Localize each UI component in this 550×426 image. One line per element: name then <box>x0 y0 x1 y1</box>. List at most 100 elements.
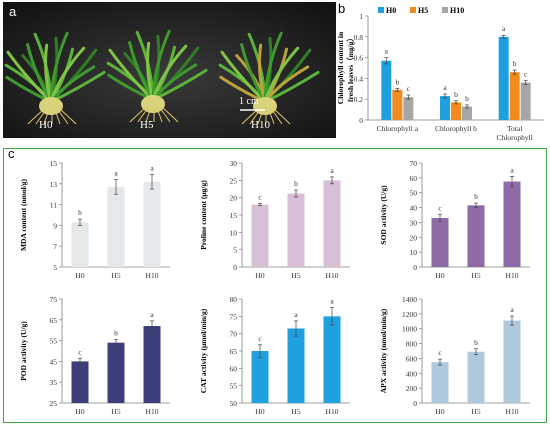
y-tick-label: 15 <box>230 211 238 220</box>
chart-sod: 0 10 20 30 40 50 60 70 SOD activity (U/g) c H0 b H5 a… <box>379 159 530 280</box>
root <box>145 107 152 123</box>
significance-letter: a <box>510 305 514 314</box>
legend-label: H10 <box>450 6 464 15</box>
y-tick-label: 70 <box>230 330 238 339</box>
root <box>137 107 149 123</box>
bar <box>431 362 449 403</box>
significance-letter: a <box>330 297 334 306</box>
scale-bar-label: 1 cm <box>239 96 259 107</box>
y-tick-label: 400 <box>406 369 418 378</box>
y-tick-label: 5 <box>53 263 57 272</box>
x-tick-label: H0 <box>435 271 444 280</box>
bar <box>107 342 125 403</box>
bar <box>71 361 89 403</box>
significance-letter: a <box>443 83 447 92</box>
y-tick-label: 75 <box>50 295 58 304</box>
y-axis-label: SOD activity (U/g) <box>379 185 388 245</box>
y-tick-label: 15 <box>50 159 58 168</box>
significance-letter: c <box>524 69 528 78</box>
root <box>271 109 283 125</box>
significance-letter: a <box>114 169 118 178</box>
y-tick-label: 25 <box>50 399 58 408</box>
bar <box>451 102 461 120</box>
significance-letter: b <box>474 338 478 347</box>
y-tick-label: 200 <box>406 384 418 393</box>
panel-label-a: a <box>9 4 17 19</box>
y-axis-label: CAT activity (μmol/min/g) <box>199 308 208 393</box>
chart-pod: 25 35 45 55 65 75 POD activity (U/g) c H0 b H5 a H10 <box>19 295 170 416</box>
legend-label: H0 <box>386 6 396 15</box>
chart-mda: 5 7 9 11 13 15 MDA content (nmol/g) b H0 a H5 a H10 <box>19 159 170 280</box>
root <box>60 109 77 125</box>
significance-letter: a <box>294 310 298 319</box>
bar <box>462 106 472 120</box>
root <box>159 107 171 123</box>
bar <box>498 36 509 120</box>
y-tick-label: 0.2 <box>354 95 364 104</box>
bar <box>503 320 521 403</box>
significance-letter: b <box>294 179 298 188</box>
root <box>257 109 264 125</box>
significance-letter: b <box>474 192 478 201</box>
x-tick-label: H10 <box>146 407 159 416</box>
photo-label-h10: H10 <box>251 119 270 131</box>
panel-label-b: b <box>338 1 346 16</box>
bar <box>251 204 269 267</box>
bar <box>71 222 89 267</box>
x-tick-label: H5 <box>471 271 480 280</box>
y-tick-label: 70 <box>410 159 418 168</box>
significance-letter: a <box>385 47 389 56</box>
y-tick-label: 55 <box>50 337 58 346</box>
y-tick-label: 0.8 <box>354 33 364 42</box>
x-tick-label: Chlorophyll a <box>377 124 419 133</box>
bar <box>251 351 269 403</box>
plant-photo-drawing <box>3 2 336 138</box>
chart-b-container: b 0 0.2 0.4 0.6 0.8 1 Chlorophyll content infr… <box>336 1 550 148</box>
y-tick-label: 5 <box>233 246 237 255</box>
y-axis-label: MDA content (nmol/g) <box>19 178 28 251</box>
y-tick-label: 0 <box>233 263 237 272</box>
x-tick-label: H5 <box>471 407 480 416</box>
root <box>43 109 50 125</box>
x-tick-label: H0 <box>255 271 264 280</box>
y-tick-label: 50 <box>230 399 238 408</box>
root <box>268 109 275 125</box>
root-base <box>141 95 165 113</box>
chart-b: 0 0.2 0.4 0.6 0.8 1 Chlorophyll content infres… <box>336 6 544 142</box>
significance-letter: c <box>438 203 442 212</box>
bar <box>440 96 450 120</box>
significance-letter: b <box>395 77 399 86</box>
x-tick-label: H0 <box>435 407 444 416</box>
leaf <box>151 29 171 102</box>
bar <box>323 316 341 403</box>
y-tick-label: 35 <box>50 378 58 387</box>
y-tick-label: 30 <box>410 218 418 227</box>
legend-swatch <box>410 7 416 13</box>
bar <box>503 181 521 267</box>
x-tick-label: H0 <box>255 407 264 416</box>
x-tick-label: H10 <box>326 271 339 280</box>
x-tick-label: Total Chlorophyll <box>497 124 533 142</box>
root <box>274 109 291 125</box>
legend-swatch <box>442 7 448 13</box>
legend-label: H5 <box>418 6 428 15</box>
y-tick-label: 1 <box>359 12 363 21</box>
root <box>129 107 146 123</box>
significance-letter: a <box>330 166 334 175</box>
bar <box>467 205 485 267</box>
panel-label-c: c <box>8 146 15 161</box>
y-tick-label: 10 <box>410 248 418 257</box>
bar <box>143 326 161 403</box>
bar <box>392 89 403 120</box>
significance-letter: b <box>465 94 469 103</box>
y-tick-label: 0 <box>413 263 417 272</box>
y-tick-label: 0.6 <box>354 54 364 63</box>
bar <box>403 97 414 120</box>
leaf <box>220 50 267 104</box>
x-tick-label: H5 <box>291 271 300 280</box>
x-tick-label: H5 <box>111 271 120 280</box>
leaf <box>6 50 53 104</box>
root <box>54 109 61 125</box>
photo-label-h5: H5 <box>140 119 154 131</box>
x-tick-label: H0 <box>75 271 84 280</box>
